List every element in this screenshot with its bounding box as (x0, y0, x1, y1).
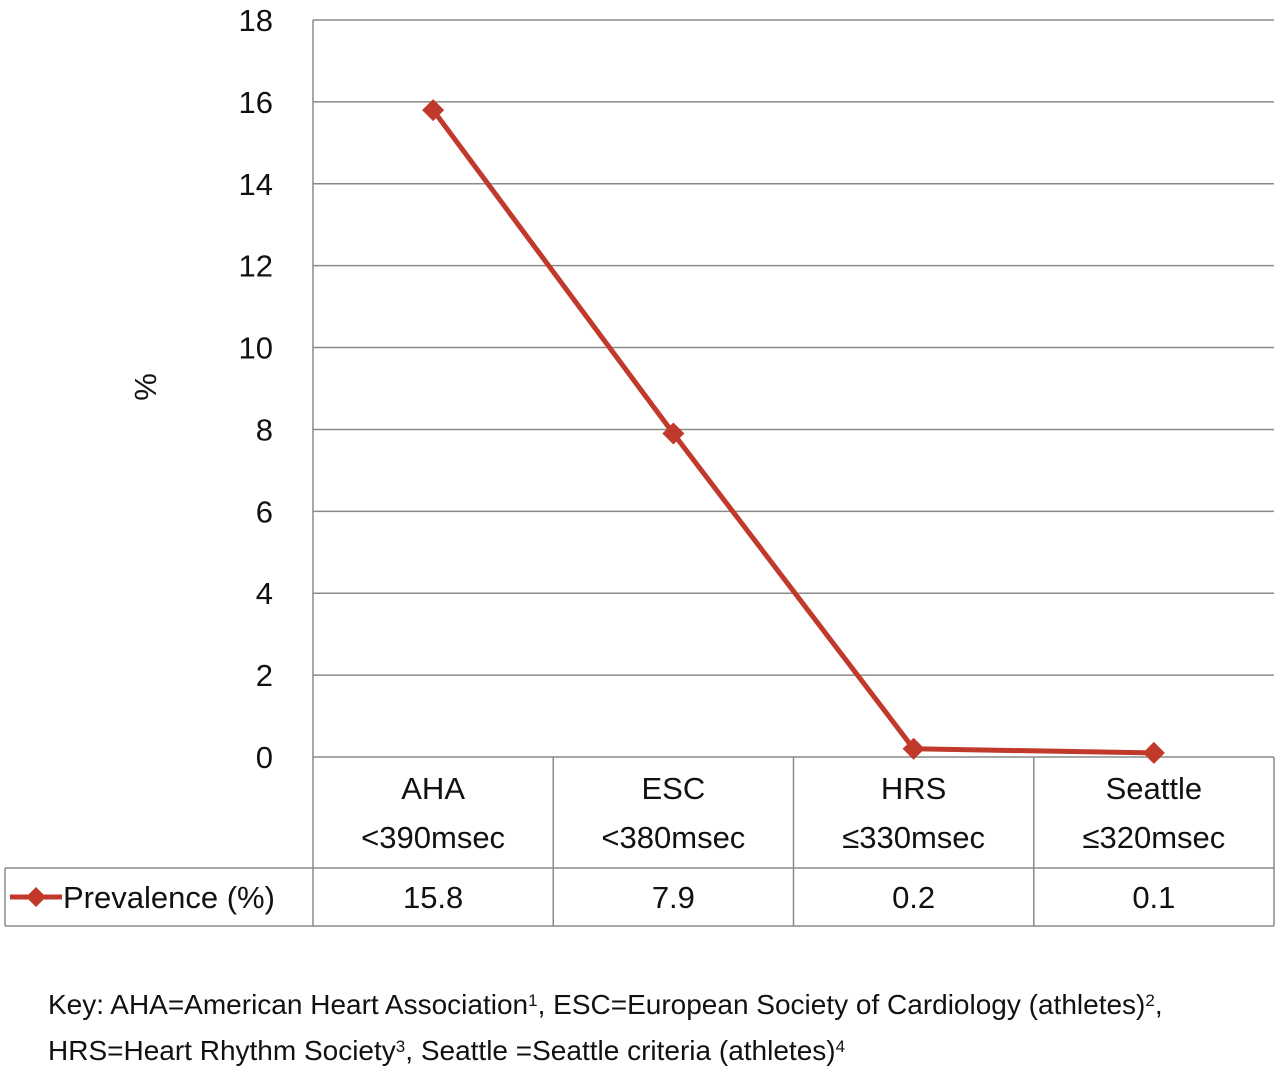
key-text-aha: Key: AHA=American Heart Association (48, 989, 529, 1020)
data-point-marker (902, 737, 925, 760)
key-ref-1: 1 (528, 991, 538, 1010)
chart-canvas: 0 2 4 6 8 10 12 14 16 18% AHA <390msec ESC <380msec HR… (4, 3, 1275, 927)
x-category-label: Seattle (1106, 771, 1203, 806)
data-value-label: 0.1 (1132, 880, 1175, 915)
y-axis-label: % (128, 373, 163, 401)
key-text-seattle: , Seattle =Seattle criteria (athletes) (405, 1035, 836, 1066)
key-text-hrs: , HRS=Heart Rhythm Society (48, 989, 1163, 1066)
y-tick-label: 12 (239, 249, 273, 284)
y-tick-label: 10 (239, 331, 273, 366)
key-ref-4: 4 (835, 1037, 846, 1056)
data-value-label: 7.9 (652, 880, 695, 915)
x-category-sublabel: <390msec (361, 820, 505, 855)
x-category-sublabel: ≤330msec (842, 820, 985, 855)
data-value-label: 0.2 (892, 880, 935, 915)
x-category-label: ESC (642, 771, 706, 806)
y-tick-label: 0 (256, 740, 273, 775)
legend-marker-swatch (26, 887, 46, 907)
y-tick-label: 14 (239, 167, 273, 202)
series-line (431, 108, 1154, 756)
y-tick-label: 16 (239, 85, 273, 120)
data-point-marker (422, 99, 445, 122)
line-chart: 0 2 4 6 8 10 12 14 16 18% AHA <390msec ESC <380msec HR… (4, 3, 1275, 927)
key-ref-2: 2 (1145, 991, 1155, 1010)
y-tick-label: 18 (239, 3, 273, 38)
legend-series-name: Prevalence (%) (63, 880, 275, 915)
key-ref-3: 3 (395, 1037, 406, 1056)
key-text-esc: , ESC=European Society of Cardiology (at… (537, 989, 1146, 1020)
y-tick-label: 8 (256, 412, 273, 447)
y-tick-label: 6 (256, 494, 273, 529)
x-category-label: HRS (881, 771, 946, 806)
data-point-marker (662, 422, 685, 445)
y-tick-label: 4 (256, 576, 273, 611)
data-point-marker (1142, 741, 1165, 764)
data-value-label: 15.8 (403, 880, 463, 915)
x-category-sublabel: ≤320msec (1082, 820, 1225, 855)
y-tick-label: 2 (256, 658, 273, 693)
x-category-sublabel: <380msec (601, 820, 745, 855)
key-note: Key: AHA=American Heart Association1, ES… (48, 982, 1248, 1074)
x-category-label: AHA (401, 771, 465, 806)
